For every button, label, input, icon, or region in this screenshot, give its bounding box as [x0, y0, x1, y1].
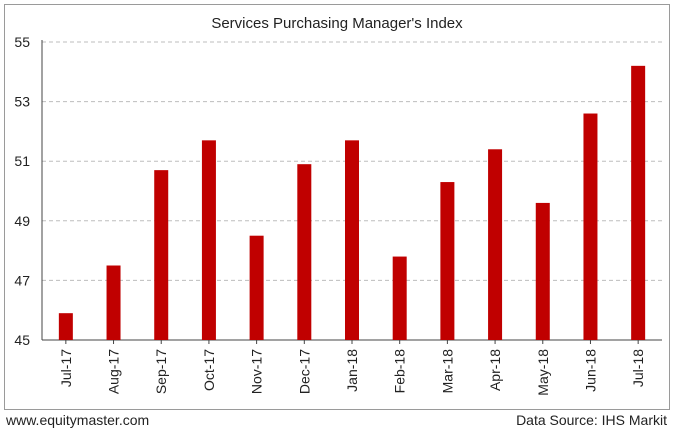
x-tick-label: Dec-17 [296, 349, 312, 394]
y-tick-label: 47 [14, 272, 30, 288]
bar-oct-17 [201, 140, 216, 340]
website-link[interactable]: www.equitymaster.com [6, 412, 150, 428]
bars [58, 65, 646, 341]
bar-sep-17 [154, 170, 169, 340]
bar-jan-18 [345, 140, 359, 340]
x-tick-label: Feb-18 [392, 349, 408, 394]
x-tick-label: Jun-18 [582, 349, 598, 392]
x-tick-label: Jan-18 [344, 349, 360, 392]
bar-nov-17 [249, 235, 264, 340]
y-tick-label: 53 [14, 94, 30, 110]
x-tick-label: Sep-17 [153, 349, 169, 394]
bar-feb-18 [392, 256, 407, 340]
x-tick-label: Jul-17 [58, 349, 74, 387]
chart-title: Services Purchasing Manager's Index [211, 15, 463, 32]
x-tick-label: Nov-17 [249, 349, 265, 394]
data-source-note: Data Source: IHS Markit [516, 412, 667, 428]
bar-mar-18 [440, 182, 455, 340]
y-tick-label: 51 [14, 153, 30, 169]
x-tick-label: Aug-17 [106, 349, 122, 394]
bar-apr-18 [488, 149, 503, 340]
x-tick-labels: Jul-17 Aug-17 Sep-17 Oct-17 Nov-17 Dec-17 Jan-… [58, 349, 646, 396]
y-tick-label: 45 [14, 332, 30, 348]
chart-frame [4, 4, 670, 410]
bar-aug-17 [106, 265, 121, 340]
bar-may-18 [535, 202, 550, 340]
bar-dec-17 [297, 164, 312, 340]
bar-jun-18 [583, 113, 598, 341]
y-tick-label: 55 [14, 34, 30, 50]
x-tick-label: Mar-18 [439, 349, 455, 394]
y-tick-labels: 45 47 49 51 53 55 [14, 34, 30, 348]
y-tick-label: 49 [14, 213, 30, 229]
bar-jul-18 [631, 65, 646, 340]
bar-jul-17 [58, 313, 73, 340]
x-tick-label: May-18 [535, 349, 551, 396]
x-tick-label: Jul-18 [630, 349, 646, 387]
x-tick-label: Apr-18 [487, 349, 503, 391]
x-tick-label: Oct-17 [201, 349, 217, 391]
